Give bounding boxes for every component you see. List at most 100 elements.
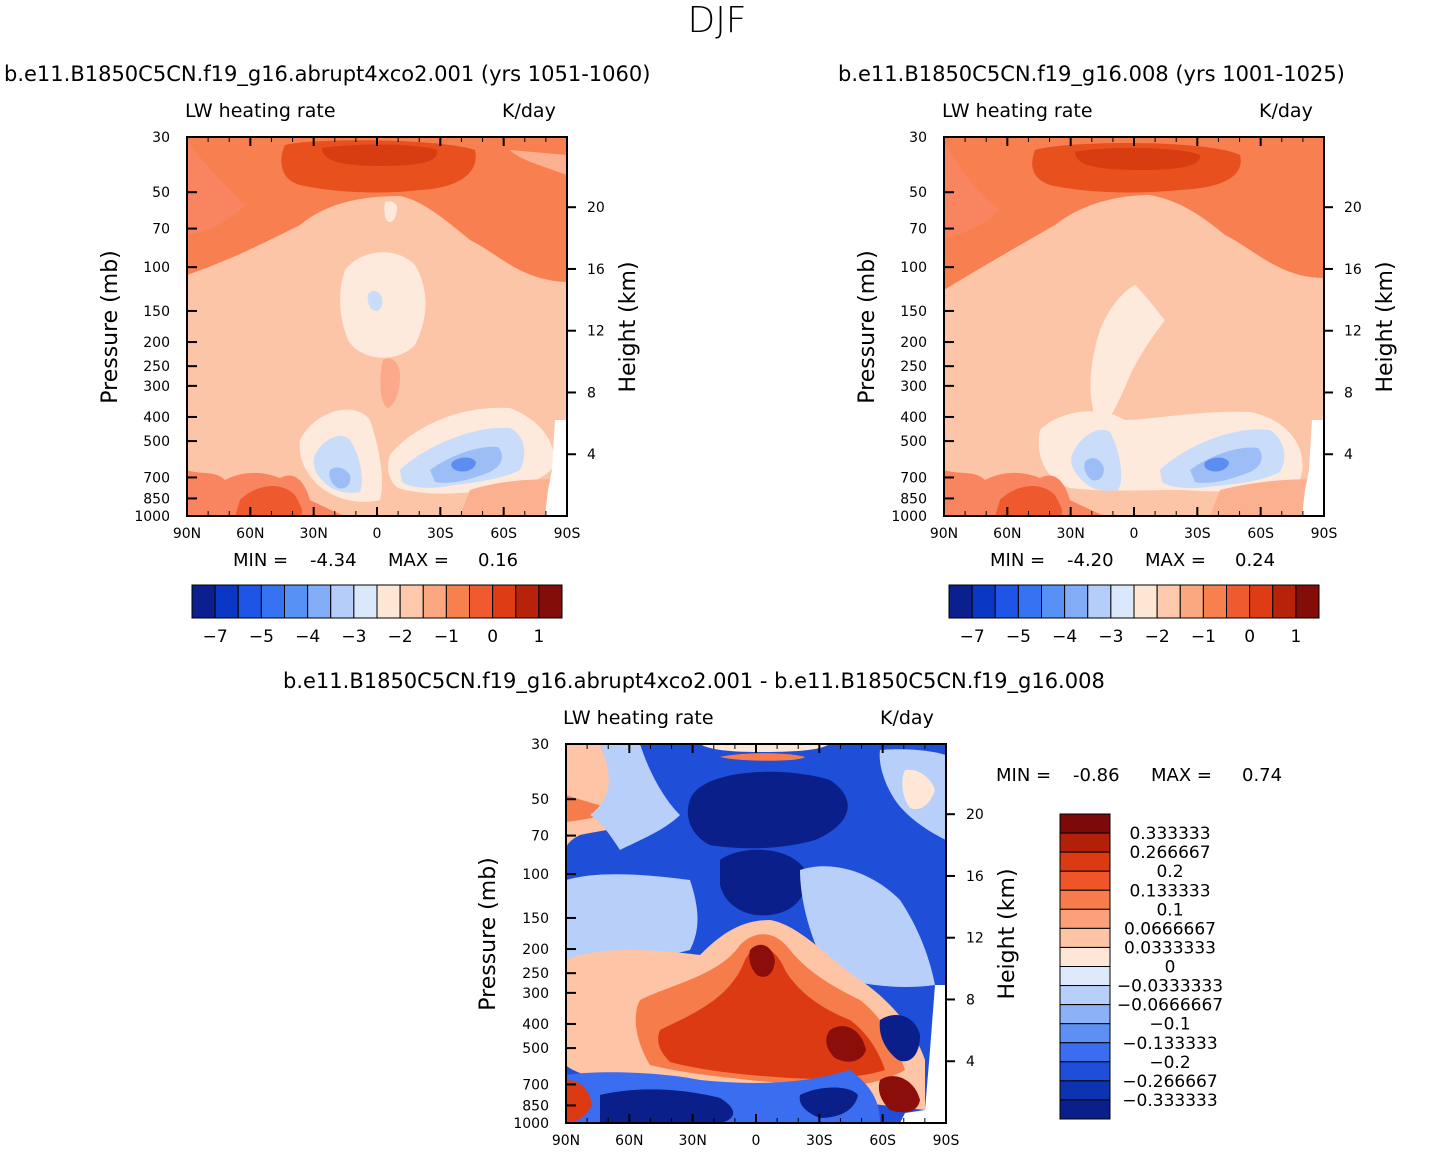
panel2-title: b.e11.B1850C5CN.f19_g16.008 (yrs 1001-10… <box>838 62 1345 86</box>
panel1-colorbar-box <box>330 584 355 619</box>
panel2-ylabel: Pressure (mb) <box>855 250 880 404</box>
panel1-missing-right <box>545 420 567 516</box>
panel2-region-blue2-left <box>1084 458 1104 481</box>
panel1-region-pale-top <box>384 201 398 222</box>
panel3-ytick-label: 300 <box>522 986 549 1002</box>
panel3-colorbar-box <box>1059 832 1111 853</box>
panel3-colorbar-box <box>1059 813 1111 834</box>
panel3-colorbar-label: 0.1 <box>1156 900 1183 920</box>
panel3-colorbar-label: 0.2 <box>1156 862 1183 882</box>
panel3-region-bottom-left-red <box>566 1080 592 1123</box>
panel3-colorbar-box <box>1059 1080 1111 1101</box>
panel1-ytick-right-label: 16 <box>587 262 605 278</box>
panel3-xtick-label: 30N <box>679 1133 707 1149</box>
panel1-title: b.e11.B1850C5CN.f19_g16.abrupt4xco2.001 … <box>4 62 651 86</box>
panel3-colorbar-box <box>1059 946 1111 967</box>
panel1-colorbar-label: −7 <box>203 627 228 647</box>
panel3-colorbar-label: −0.2 <box>1149 1053 1190 1073</box>
panel2-xtick-label: 0 <box>1130 526 1139 542</box>
panel3-region-lower-deep <box>600 1087 858 1123</box>
panel3-xtick-label: 30S <box>806 1133 833 1149</box>
panel1-colorbar-label: −3 <box>341 627 366 647</box>
panel1-region-upper-left <box>187 140 245 235</box>
panel2-ytick-label: 300 <box>900 379 927 395</box>
panel2-colorbar-label: −4 <box>1052 627 1077 647</box>
panel1-ylabel-right: Height (km) <box>616 261 641 392</box>
panel3-ylabel: Pressure (mb) <box>476 857 501 1011</box>
panel2-region-blue3-right <box>1204 457 1229 472</box>
panel1-max-label: MAX = <box>388 550 449 571</box>
panel1-xtick-label: 90N <box>173 526 201 542</box>
panel2-colorbar-label: −5 <box>1006 627 1031 647</box>
panel3-region-right-deep <box>879 1015 920 1062</box>
panel2-colorbar-label: 1 <box>1290 627 1301 647</box>
panel1-ytick-right-label: 12 <box>587 324 605 340</box>
panel1-min-label: MIN = <box>233 550 289 571</box>
panel2-colorbar-box <box>994 584 1019 619</box>
panel3-xtick-label: 90S <box>933 1133 960 1149</box>
panel3-ytick-label: 100 <box>522 867 549 883</box>
panel3-field <box>566 744 946 1123</box>
panel3-colorbar-label: −0.266667 <box>1122 1072 1217 1092</box>
panel3-ytick-label: 150 <box>522 911 549 927</box>
panel3-region-warm-dark <box>749 944 866 1062</box>
panel2-ytick-right-label: 4 <box>1344 447 1353 463</box>
panel1-colorbar-box <box>469 584 494 619</box>
panel2-ytick-right-label: 8 <box>1344 385 1353 401</box>
panel1-xtick-label: 60S <box>490 526 517 542</box>
panel1-region-blue-mid <box>367 290 383 311</box>
panel3-missing-right <box>900 985 946 1123</box>
panel3-colorbar-box <box>1059 870 1111 891</box>
panel3-ytick-label: 200 <box>522 942 549 958</box>
panel2-colorbar-box <box>948 584 973 619</box>
panel2-colorbar-box <box>971 584 996 619</box>
panel3-axes: 90N 60N 30N 0 30S 60S 90S 30 50 70 100 150 200 250 300… <box>513 737 984 1149</box>
panel1-xtick-label: 30S <box>427 526 454 542</box>
panel2-region-core-dark <box>1075 147 1201 170</box>
panel3-colorbar-box <box>1059 1061 1111 1082</box>
panel1-colorbar-label: −1 <box>434 627 459 647</box>
panel3-colorbar-label: 0.0666667 <box>1124 919 1216 939</box>
panel2-colorbar-box <box>1226 584 1251 619</box>
panel2-axes: 90N 60N 30N 0 30S 60S 90S 30 50 70 100 150 200 250 300… <box>891 130 1362 542</box>
panel2-colorbar-box <box>1179 584 1204 619</box>
panel2-ytick-label: 1000 <box>891 509 927 525</box>
panel3-colorbar-box <box>1059 908 1111 929</box>
panel2-left-subtitle: LW heating rate <box>942 100 1093 122</box>
panel2-colorbar-box <box>1272 584 1297 619</box>
panel3-title: b.e11.B1850C5CN.f19_g16.abrupt4xco2.001 … <box>283 669 1105 693</box>
panel3-region-top-pale <box>700 744 830 752</box>
panel1-colorbar-box <box>445 584 470 619</box>
panel1-ytick-label: 400 <box>143 410 170 426</box>
panel3-colorbar-label: 0.133333 <box>1129 881 1210 901</box>
panel1-region-core-dark <box>322 144 438 166</box>
panel2-colorbar-box <box>1156 584 1181 619</box>
panel2-ytick-label: 200 <box>900 335 927 351</box>
panel3-ytick-label: 30 <box>531 737 549 753</box>
panel1-axes: 90N 60N 30N 0 30S 60S 90S 30 50 70 100 150 200 250 300… <box>134 130 605 542</box>
panel2-colorbar-label: −2 <box>1145 627 1170 647</box>
panel1-right-subtitle: K/day <box>502 100 556 122</box>
panel1-ytick-label: 300 <box>143 379 170 395</box>
panel1-field <box>187 137 567 516</box>
panel2-region-bottom-right <box>1210 479 1324 516</box>
panel3-ytick-label: 1000 <box>513 1116 549 1132</box>
panel2-xtick-label: 90N <box>930 526 958 542</box>
panel3-region-mid-light-left <box>566 874 698 970</box>
panel2-xtick-label: 90S <box>1311 526 1338 542</box>
panel3-colorbar-box <box>1059 1004 1111 1025</box>
panel3-colorbar-label: 0.333333 <box>1129 824 1210 844</box>
panel3-region-left-light <box>590 744 680 850</box>
panel3-min-value: -0.86 <box>1073 765 1120 786</box>
panel1-colorbar-box <box>422 584 447 619</box>
panel2-right-subtitle: K/day <box>1259 100 1313 122</box>
panel3-ytick-label: 850 <box>522 1098 549 1114</box>
panel1-colorbar-box <box>214 584 239 619</box>
panel2-xtick-label: 30N <box>1057 526 1085 542</box>
panel1-region-lower <box>187 150 567 230</box>
panel2-ytick-label: 500 <box>900 434 927 450</box>
panel2-colorbar-label: −1 <box>1191 627 1216 647</box>
panel2-colorbar-label: −3 <box>1098 627 1123 647</box>
panel1-xtick-label: 0 <box>373 526 382 542</box>
panel3-colorbar-label: −0.133333 <box>1122 1034 1217 1054</box>
